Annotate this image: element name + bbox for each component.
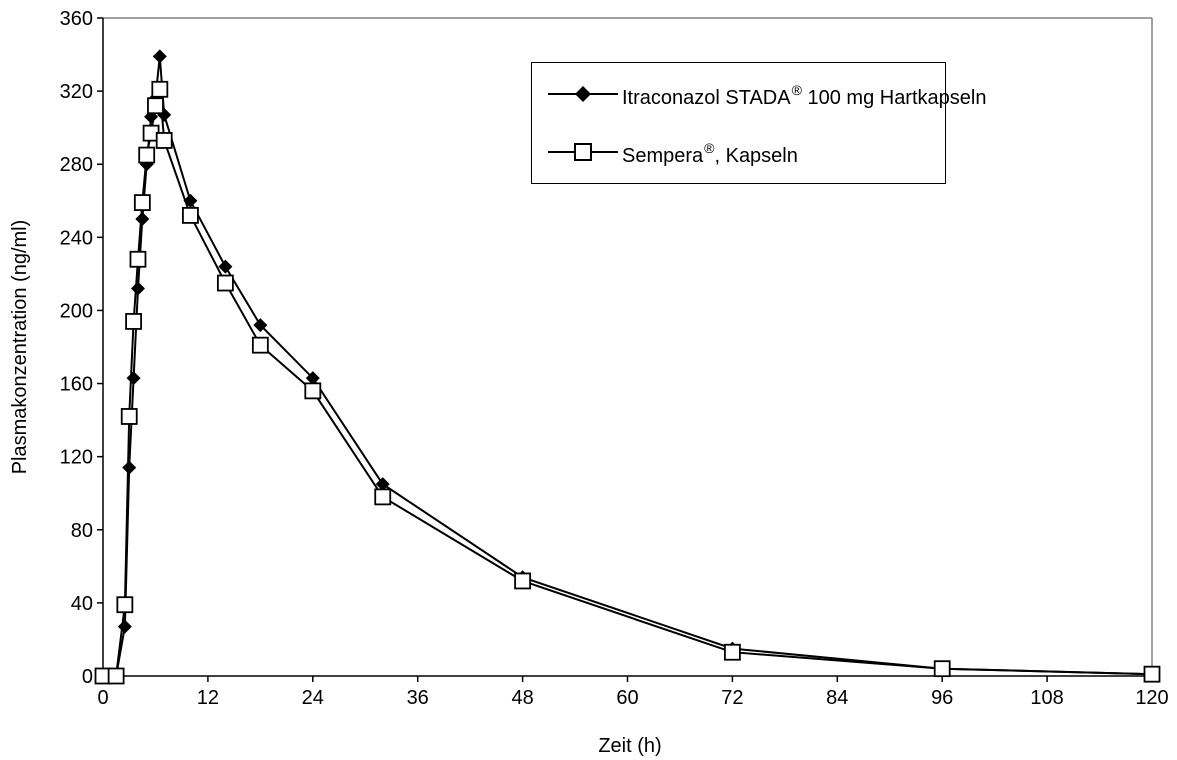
legend-label-sempera-suffix: , Kapseln — [714, 145, 798, 167]
legend: Itraconazol STADA® 100 mg Hartkapseln Se… — [531, 62, 986, 184]
data-point-diamond — [375, 477, 390, 492]
data-point-square — [151, 80, 169, 98]
data-point-square — [514, 572, 531, 590]
y-tick-label: 200 — [60, 300, 93, 322]
x-tick-label: 60 — [616, 687, 638, 709]
x-tick-label: 96 — [931, 687, 953, 709]
legend-label-itraconazol: Itraconazol STADA — [622, 87, 791, 109]
data-point-square — [251, 336, 269, 354]
y-tick-label: 320 — [60, 81, 93, 103]
data-point-diamond — [253, 318, 268, 333]
axes: 0 40 80 120 160 200 240 280 320 360 0 12 24 36 48 60 72 8… — [60, 8, 1169, 709]
data-point-diamond — [218, 259, 233, 274]
legend-label-sempera: Sempera — [622, 145, 704, 167]
x-tick-label: 12 — [197, 687, 219, 709]
x-tick-label: 120 — [1135, 687, 1168, 709]
data-point-square — [125, 313, 142, 330]
data-point-square — [107, 667, 125, 685]
legend-swatch-diamond — [548, 86, 618, 102]
x-tick-label: 84 — [826, 687, 848, 709]
data-point-diamond — [152, 49, 167, 64]
data-point-diamond — [305, 371, 320, 386]
y-tick-label: 240 — [60, 227, 93, 249]
data-point-square — [138, 146, 156, 164]
legend-swatch-square — [548, 143, 618, 161]
legend-item-sempera: Sempera®, Kapseln — [532, 137, 945, 167]
data-point-square — [116, 596, 134, 614]
y-tick-label: 360 — [60, 8, 93, 30]
y-tick-label: 160 — [60, 374, 93, 396]
data-point-square — [129, 250, 147, 268]
y-axis-title: Plasmakonzentration (ng/ml) — [9, 220, 31, 475]
x-tick-label: 24 — [302, 687, 324, 709]
legend-label-itraconazol-suffix: 100 mg Hartkapseln — [801, 87, 987, 109]
data-point-diamond — [135, 212, 150, 227]
data-point-diamond — [130, 281, 145, 296]
data-point-square — [216, 274, 234, 292]
legend-registered-mark: ® — [791, 82, 802, 98]
y-tick-label: 0 — [82, 666, 93, 688]
data-point-diamond — [117, 619, 132, 634]
data-point-square — [120, 408, 138, 425]
x-tick-label: 48 — [511, 687, 533, 709]
x-tick-label: 0 — [97, 687, 108, 709]
data-point-diamond — [126, 371, 141, 386]
data-point-diamond — [122, 460, 137, 475]
x-tick-label: 36 — [407, 687, 429, 709]
data-point-square — [1143, 665, 1161, 683]
data-point-diamond — [183, 193, 198, 208]
data-point-square — [933, 660, 951, 678]
series-layer — [94, 49, 1161, 685]
data-point-square — [182, 206, 199, 224]
data-point-square — [133, 194, 151, 212]
y-tick-label: 40 — [71, 593, 93, 615]
y-tick-label: 280 — [60, 154, 93, 176]
y-tick-label: 120 — [60, 447, 93, 469]
data-point-square — [155, 132, 173, 149]
data-point-square — [304, 382, 322, 400]
data-point-square — [374, 488, 392, 506]
series-markers-sempera — [94, 80, 1161, 685]
x-tick-label: 72 — [721, 687, 743, 709]
legend-registered-mark: ® — [704, 140, 715, 156]
x-axis-title: Zeit (h) — [598, 735, 661, 757]
data-point-square — [724, 643, 741, 661]
y-tick-label: 80 — [71, 520, 93, 542]
data-point-square — [147, 97, 164, 115]
legend-item-itraconazol: Itraconazol STADA® 100 mg Hartkapseln — [532, 79, 986, 109]
x-tick-label: 108 — [1030, 687, 1063, 709]
